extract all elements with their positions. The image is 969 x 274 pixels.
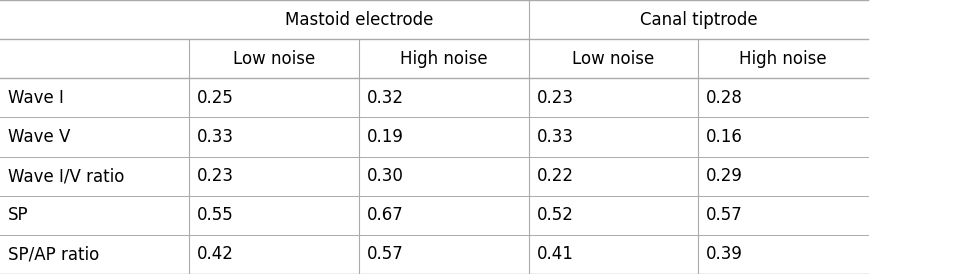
Text: SP: SP (8, 206, 28, 224)
Text: SP/AP ratio: SP/AP ratio (8, 246, 99, 263)
Text: 0.32: 0.32 (366, 89, 403, 107)
Text: High noise: High noise (738, 50, 827, 68)
Text: 0.39: 0.39 (705, 246, 742, 263)
Text: 0.30: 0.30 (366, 167, 403, 185)
Text: 0.52: 0.52 (536, 206, 573, 224)
Text: 0.55: 0.55 (197, 206, 234, 224)
Text: Low noise: Low noise (233, 50, 315, 68)
Text: 0.16: 0.16 (705, 128, 742, 146)
Text: 0.23: 0.23 (197, 167, 234, 185)
Text: Wave I: Wave I (8, 89, 64, 107)
Text: Wave V: Wave V (8, 128, 70, 146)
Text: Canal tiptrode: Canal tiptrode (639, 11, 757, 28)
Text: 0.33: 0.33 (536, 128, 573, 146)
Text: 0.57: 0.57 (705, 206, 742, 224)
Text: 0.41: 0.41 (536, 246, 573, 263)
Text: Mastoid electrode: Mastoid electrode (285, 11, 432, 28)
Text: High noise: High noise (399, 50, 487, 68)
Text: 0.25: 0.25 (197, 89, 234, 107)
Text: 0.23: 0.23 (536, 89, 573, 107)
Text: 0.33: 0.33 (197, 128, 234, 146)
Text: 0.57: 0.57 (366, 246, 403, 263)
Text: 0.42: 0.42 (197, 246, 234, 263)
Text: 0.19: 0.19 (366, 128, 403, 146)
Text: 0.67: 0.67 (366, 206, 403, 224)
Text: 0.29: 0.29 (705, 167, 742, 185)
Text: 0.22: 0.22 (536, 167, 573, 185)
Text: Wave I/V ratio: Wave I/V ratio (8, 167, 124, 185)
Text: Low noise: Low noise (572, 50, 654, 68)
Text: 0.28: 0.28 (705, 89, 742, 107)
